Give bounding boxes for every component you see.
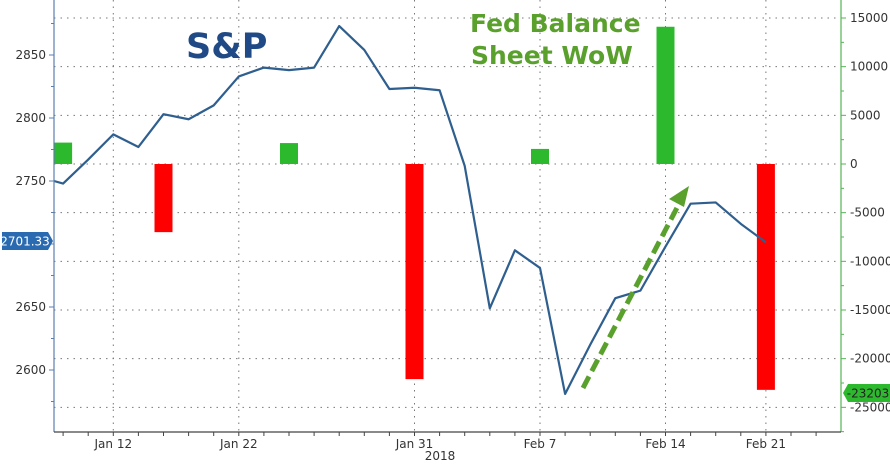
sp-line-path: [53, 24, 767, 396]
fed-last-value-tag: -23203: [843, 384, 890, 402]
axes: 2600 2650 2750 2800 2850 -25000 -20000 -15000 -1…: [15, 0, 890, 451]
x-tick-label: Feb 21: [746, 437, 786, 451]
x-tick-label: Jan 12: [94, 437, 133, 451]
fed-bar-jan-17: [154, 164, 173, 233]
fed-title-line2: Sheet WoW: [471, 41, 633, 70]
x-axis-year: 2018: [425, 449, 456, 463]
right-tick-label: -5000: [850, 206, 885, 220]
fed-bars: [54, 26, 775, 390]
left-tick-label: 2650: [15, 300, 46, 314]
right-tick-label: -15000: [850, 303, 890, 317]
arrow-head: [669, 186, 689, 207]
fed-bar-feb-14: [656, 26, 675, 165]
fed-title-line1: Fed Balance: [470, 9, 641, 38]
sp-title: S&P: [186, 27, 267, 67]
gridlines: [54, 0, 841, 432]
x-tick-label: Feb 7: [524, 437, 557, 451]
right-tick-label: 10000: [850, 60, 888, 74]
fed-bar-jan-10: [54, 142, 73, 164]
fed-bar-feb-21: [756, 164, 775, 390]
right-tick-label: -25000: [850, 400, 890, 414]
x-tick-label: Jan 22: [219, 437, 258, 451]
sp-last-value-tag: 2701.33: [0, 232, 53, 250]
left-tick-label: 2750: [15, 174, 46, 188]
x-tick-label: Feb 14: [645, 437, 685, 451]
left-tick-label: 2800: [15, 111, 46, 125]
fed-bar-jan-31: [405, 164, 424, 380]
sp-line: [53, 24, 767, 396]
trend-arrow: [580, 186, 689, 390]
left-tick-label: 2850: [15, 48, 46, 62]
arrow-shaft: [580, 200, 683, 390]
right-tick-label: 0: [850, 157, 858, 171]
right-tick-label: 5000: [850, 108, 881, 122]
right-tick-label: 15000: [850, 11, 888, 25]
fed-bar-feb-7: [531, 148, 549, 164]
x-tick-label: Jan 31: [395, 437, 434, 451]
left-tick-label: 2600: [15, 363, 46, 377]
svg-text:2701.33: 2701.33: [0, 235, 50, 249]
fed-bar-jan-24: [280, 143, 298, 164]
right-tick-label: -20000: [850, 352, 890, 366]
svg-text:-23203: -23203: [847, 387, 890, 401]
right-tick-label: -10000: [850, 254, 890, 268]
